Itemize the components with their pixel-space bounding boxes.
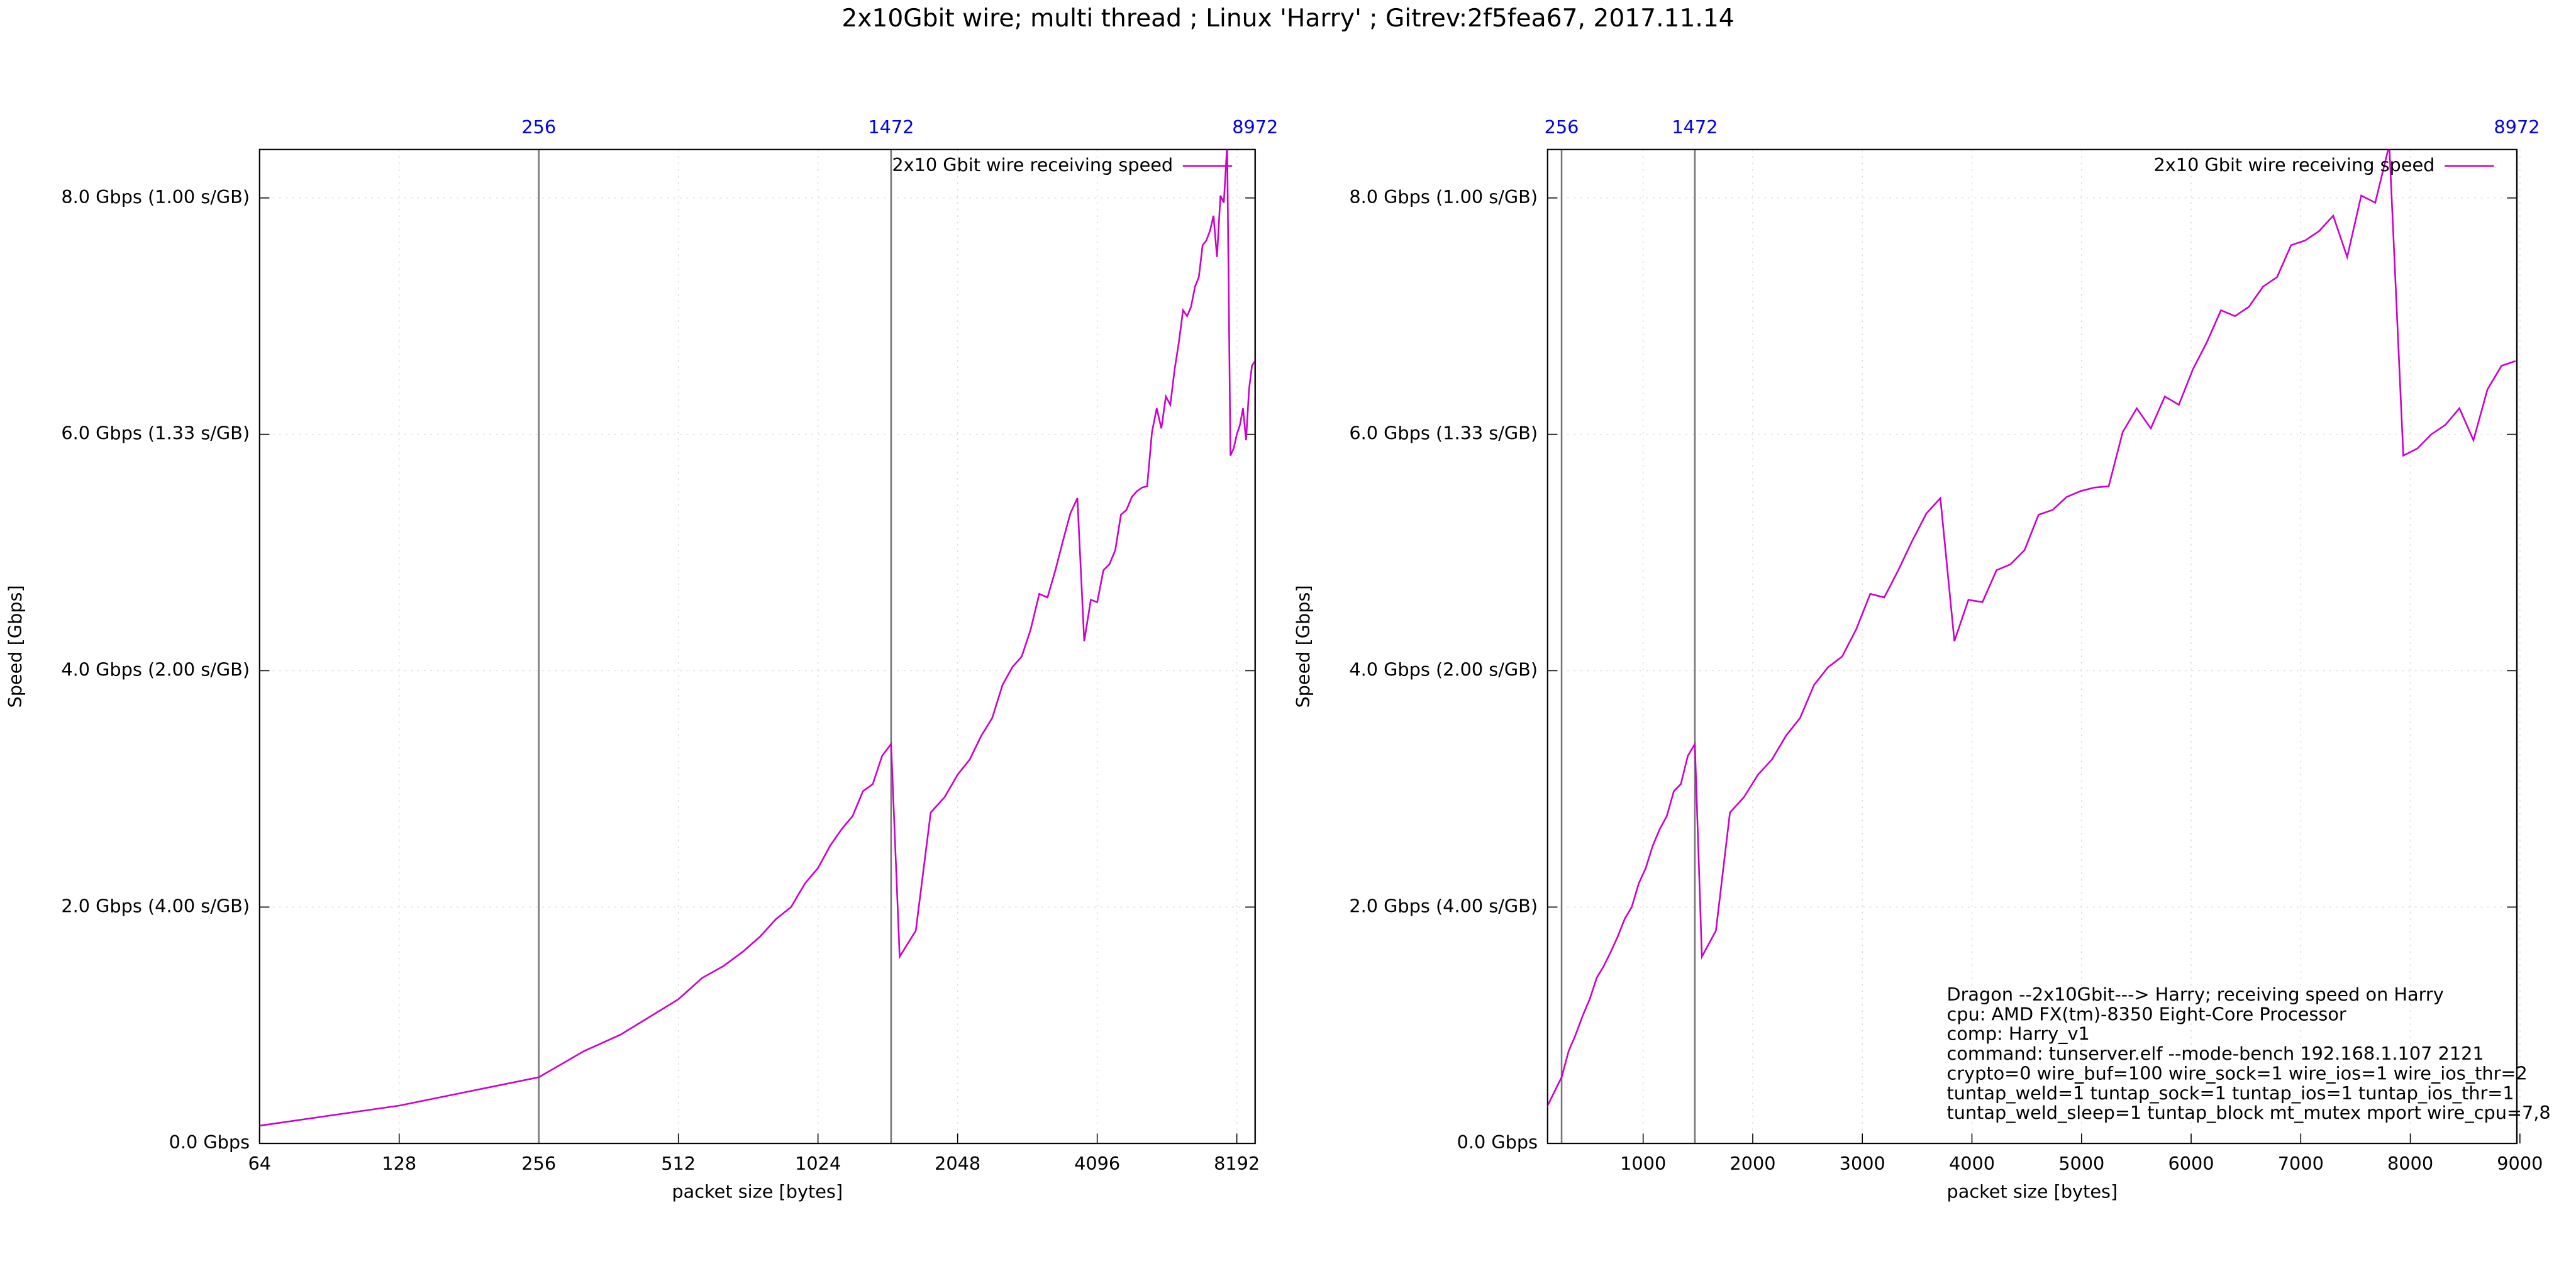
plot-frame bbox=[1546, 148, 2518, 1145]
annotation: cpu: AMD FX(tm)-8350 Eight-Core Processo… bbox=[1947, 1003, 2346, 1024]
y-tick-label: 0.0 Gbps bbox=[169, 1131, 250, 1153]
annotation: crypto=0 wire_buf=100 wire_sock=1 wire_i… bbox=[1947, 1062, 2528, 1084]
x-tick-label: 4096 bbox=[1074, 1153, 1120, 1174]
x-tick-label: 64 bbox=[248, 1153, 271, 1174]
chart-title: 2x10Gbit wire; multi thread ; Linux 'Har… bbox=[841, 4, 1734, 33]
annotation: command: tunserver.elf --mode-bench 192.… bbox=[1947, 1043, 2484, 1064]
x-tick-label: 3000 bbox=[1840, 1153, 1885, 1174]
y-tick-label: 4.0 Gbps (2.00 s/GB) bbox=[1349, 658, 1538, 680]
y-tick-label: 2.0 Gbps (4.00 s/GB) bbox=[1349, 895, 1538, 916]
x-tick-label: 8192 bbox=[1214, 1153, 1260, 1174]
annotation: Dragon --2x10Gbit---> Harry; receiving s… bbox=[1947, 984, 2444, 1005]
y-tick-label: 8.0 Gbps (1.00 s/GB) bbox=[1349, 186, 1538, 208]
y-tick-label: 8.0 Gbps (1.00 s/GB) bbox=[61, 186, 250, 208]
x-axis-label: packet size [bytes] bbox=[672, 1180, 843, 1202]
x-tick-label: 512 bbox=[661, 1153, 696, 1174]
x2-tick-label: 1472 bbox=[1672, 116, 1718, 138]
x-tick-label: 1000 bbox=[1620, 1153, 1666, 1174]
x-tick-label: 4000 bbox=[1949, 1153, 1995, 1174]
y-axis-label: Speed [Gbps] bbox=[4, 585, 26, 708]
annotation: tuntap_weld=1 tuntap_sock=1 tuntap_ios=1… bbox=[1947, 1082, 2514, 1104]
x2-tick-label: 256 bbox=[1545, 116, 1579, 138]
x2-tick-label: 256 bbox=[521, 116, 556, 138]
x2-tick-label: 8972 bbox=[1232, 116, 1278, 138]
x-tick-label: 256 bbox=[521, 1153, 556, 1174]
x-tick-label: 1024 bbox=[795, 1153, 841, 1174]
annotation: comp: Harry_v1 bbox=[1947, 1023, 2090, 1045]
y-axis-label: Speed [Gbps] bbox=[1292, 585, 1314, 708]
x2-tick-label: 8972 bbox=[2494, 116, 2540, 138]
y-tick-label: 6.0 Gbps (1.33 s/GB) bbox=[61, 423, 250, 444]
x2-tick-label: 1472 bbox=[868, 116, 914, 138]
x-tick-label: 9000 bbox=[2497, 1153, 2543, 1174]
data-line bbox=[259, 149, 1255, 1127]
data-line bbox=[1547, 149, 2516, 1108]
y-tick-label: 2.0 Gbps (4.00 s/GB) bbox=[61, 895, 250, 916]
x-tick-label: 5000 bbox=[2058, 1153, 2104, 1174]
y-tick-label: 4.0 Gbps (2.00 s/GB) bbox=[61, 658, 250, 680]
annotation: tuntap_weld_sleep=1 tuntap_block mt_mute… bbox=[1947, 1102, 2551, 1123]
x-tick-label: 7000 bbox=[2278, 1153, 2324, 1174]
plot-frame bbox=[258, 148, 1256, 1145]
legend-label: 2x10 Gbit wire receiving speed bbox=[892, 154, 1173, 175]
x-tick-label: 2048 bbox=[935, 1153, 980, 1174]
x-tick-label: 6000 bbox=[2168, 1153, 2214, 1174]
legend-label: 2x10 Gbit wire receiving speed bbox=[2154, 154, 2435, 175]
x-tick-label: 2000 bbox=[1729, 1153, 1775, 1174]
x-tick-label: 128 bbox=[382, 1153, 416, 1174]
x-axis-label: packet size [bytes] bbox=[1947, 1180, 2118, 1202]
x-tick-label: 8000 bbox=[2387, 1153, 2433, 1174]
y-tick-label: 6.0 Gbps (1.33 s/GB) bbox=[1349, 423, 1538, 444]
y-tick-label: 0.0 Gbps bbox=[1457, 1131, 1538, 1153]
